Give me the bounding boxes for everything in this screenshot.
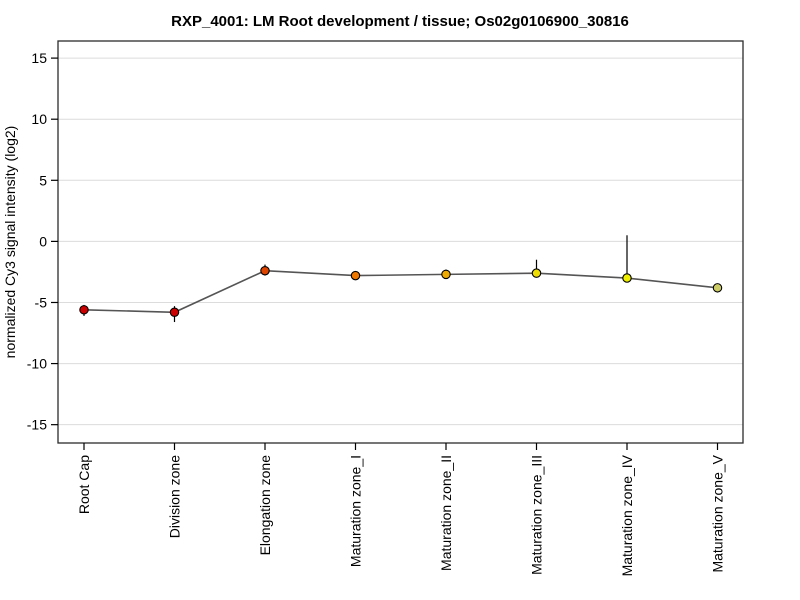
x-tick-label: Elongation zone xyxy=(257,455,273,556)
x-tick-label: Root Cap xyxy=(76,455,92,514)
x-tick-label: Maturation zone_V xyxy=(710,454,726,572)
series-line xyxy=(83,269,718,314)
y-axis-label: normalized Cy3 signal intensity (log2) xyxy=(2,126,18,359)
x-tick-label: Maturation zone_II xyxy=(438,455,454,571)
x-tick-label: Maturation zone_IV xyxy=(619,454,635,576)
data-point-8 xyxy=(712,283,723,293)
data-point-7 xyxy=(622,273,632,283)
data-point-2 xyxy=(169,307,180,318)
x-tick-label: Maturation zone_I xyxy=(348,455,364,567)
y-tick-label: -5 xyxy=(35,294,48,310)
y-tick-label: 5 xyxy=(39,172,47,188)
data-point-6 xyxy=(531,268,542,278)
chart-title: RXP_4001: LM Root development / tissue; … xyxy=(171,13,629,30)
data-point-5 xyxy=(441,269,451,280)
y-tick-label: 0 xyxy=(39,233,47,249)
y-tick-label: -10 xyxy=(27,356,47,372)
y-tick-label: 15 xyxy=(31,50,47,66)
data-point-4 xyxy=(350,270,361,281)
x-tick-label: Division zone xyxy=(167,455,183,538)
x-tick-label: Maturation zone_III xyxy=(529,455,545,575)
data-point-3 xyxy=(260,265,270,276)
data-point-1 xyxy=(79,305,89,315)
plot-area: 15 10 5 0 -5 -10 -15 Root Cap Division zone Elong… xyxy=(27,40,744,576)
plot-border xyxy=(57,40,744,444)
y-tick-label: -15 xyxy=(27,417,47,433)
y-tick-label: 10 xyxy=(31,111,47,127)
